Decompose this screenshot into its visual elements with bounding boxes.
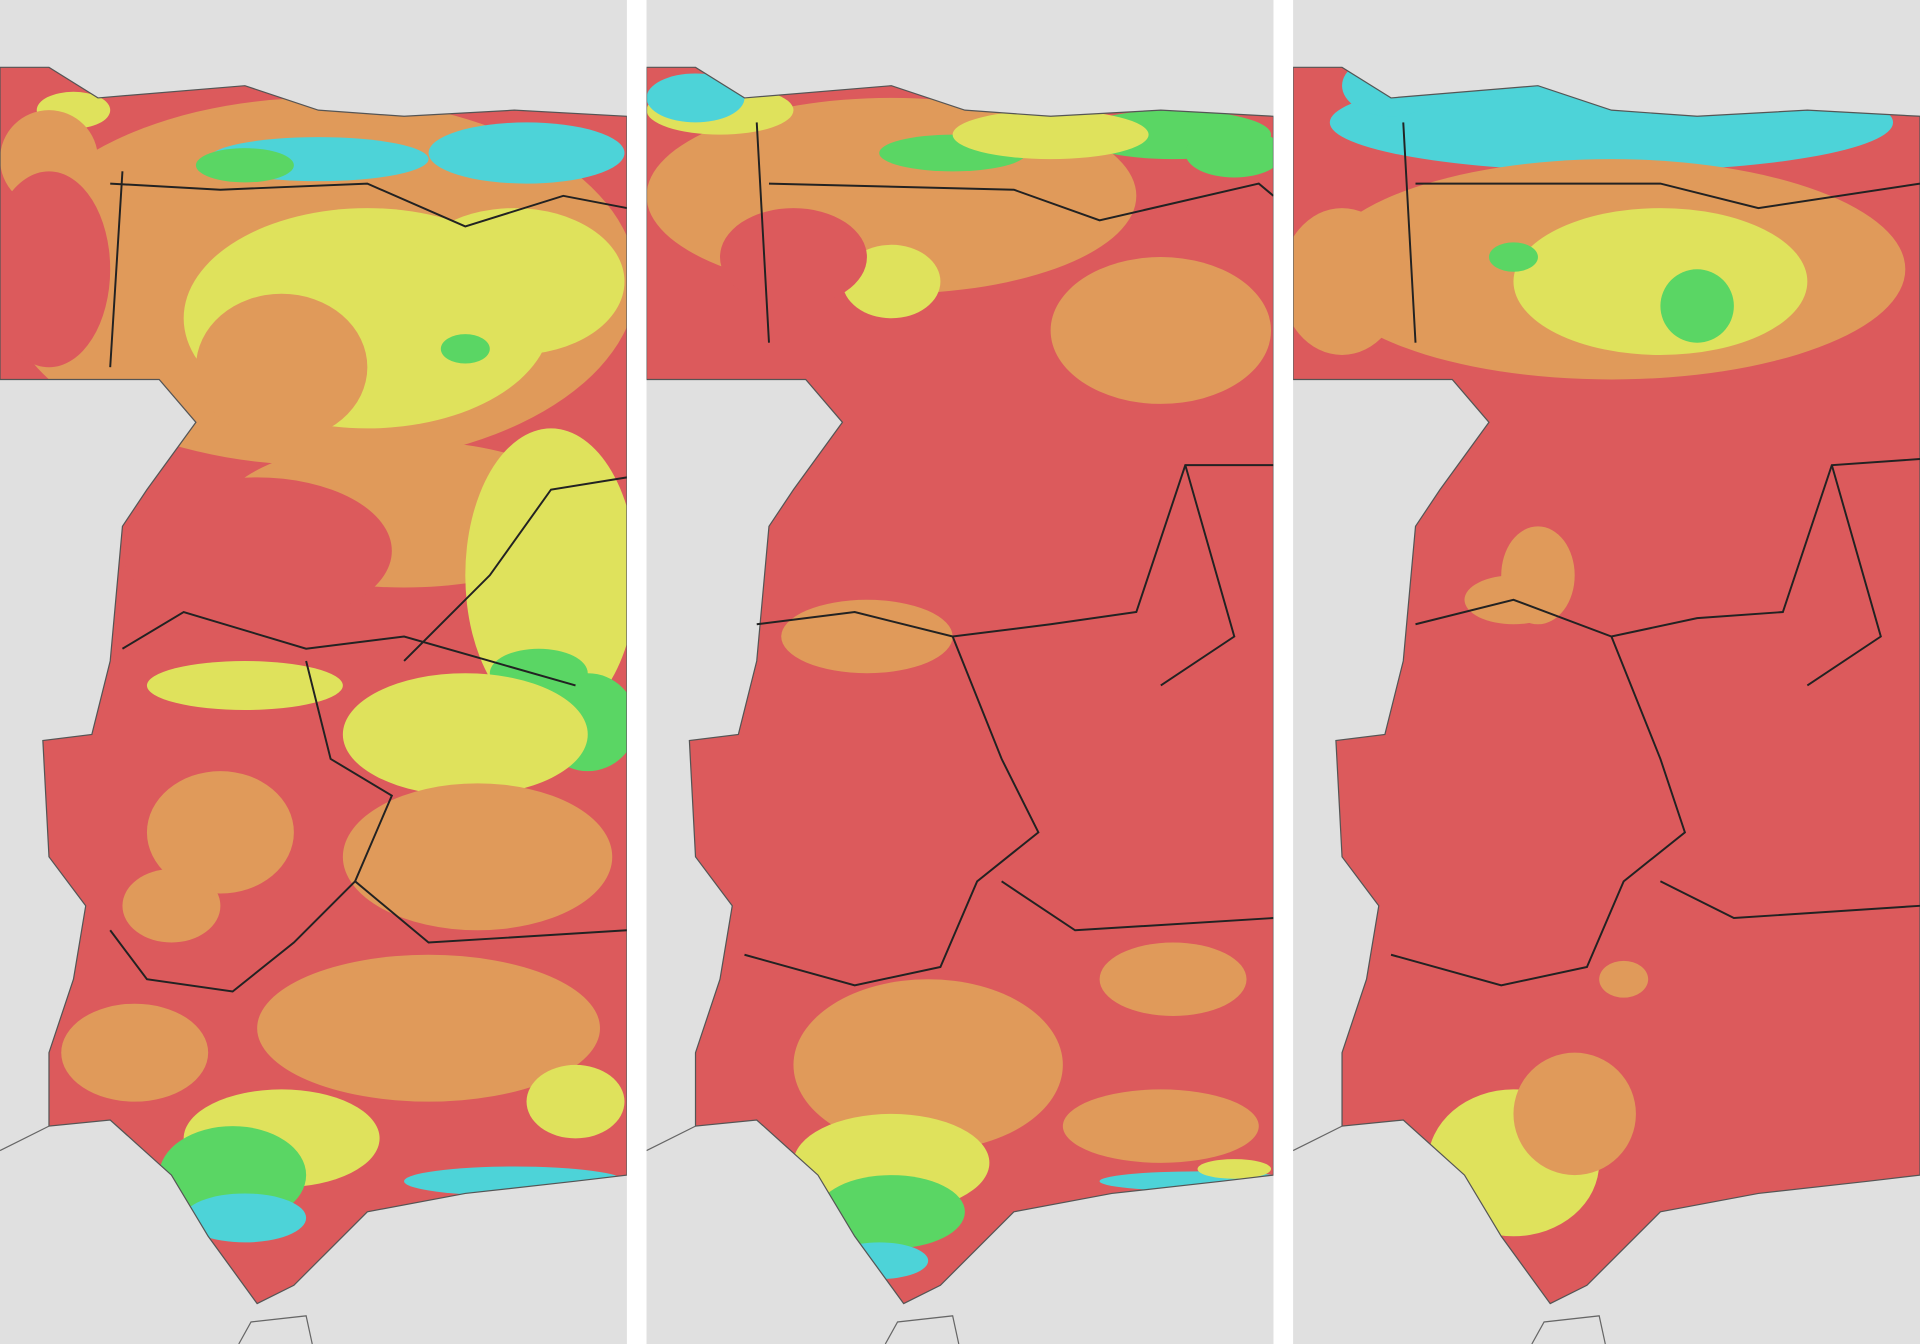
region-border: [1160, 464, 1236, 687]
zone: [183, 1193, 307, 1243]
region-border: [109, 660, 394, 993]
africa-coast: [0, 1125, 50, 1152]
panel-gap: [626, 0, 647, 1344]
zone: [465, 428, 627, 723]
panel-gap: [1273, 0, 1294, 1344]
zone: [646, 73, 745, 123]
zone: [342, 673, 588, 796]
region-border: [109, 171, 124, 368]
region-border: [1659, 880, 1920, 920]
zone: [1660, 269, 1734, 343]
zone: [1488, 242, 1538, 272]
zone: [781, 599, 953, 674]
region-border: [110, 182, 628, 228]
zone: [1293, 208, 1404, 355]
zone: [0, 171, 111, 368]
zone: [122, 869, 221, 943]
map-panel: [1292, 0, 1920, 1344]
region-border: [1390, 636, 1687, 987]
zone: [526, 1064, 625, 1139]
zone: [342, 783, 613, 931]
zone: [428, 122, 625, 184]
zone: [842, 244, 941, 319]
region-border: [121, 610, 576, 687]
climate-zones: [0, 91, 627, 1243]
map-panel: [0, 0, 628, 1344]
coastline: [0, 66, 628, 1305]
region-border: [354, 880, 627, 944]
zone: [720, 208, 867, 307]
climate-zones: [1293, 67, 1906, 1237]
africa-coast: [1531, 1315, 1606, 1344]
region-border: [755, 122, 770, 343]
climate-zones: [646, 73, 1274, 1280]
map-panel: [645, 0, 1275, 1344]
zone: [1599, 960, 1649, 998]
zone: [952, 110, 1149, 160]
region-border: [768, 182, 1275, 222]
zone: [122, 477, 392, 625]
region-border: [403, 476, 628, 662]
zone: [1513, 208, 1808, 355]
zone: [146, 660, 343, 710]
zone: [1099, 942, 1247, 1016]
zone: [195, 293, 368, 441]
zone: [1513, 1052, 1636, 1176]
region-border: [744, 636, 1040, 987]
zone: [817, 1175, 965, 1249]
africa-coast: [646, 1125, 696, 1152]
zone: [1501, 526, 1575, 625]
zone: [1050, 257, 1272, 404]
zone: [146, 771, 294, 894]
region-border: [1402, 122, 1417, 343]
region-border: [1806, 464, 1882, 687]
zone: [793, 979, 1063, 1151]
zone: [61, 1003, 209, 1102]
zone: [404, 208, 625, 355]
africa-coast: [1292, 1125, 1343, 1152]
zone: [257, 954, 600, 1102]
region-border: [1001, 880, 1274, 932]
coastline: [645, 66, 1275, 1305]
zone: [1197, 1159, 1272, 1179]
region-border: [1415, 182, 1920, 210]
land: [1293, 67, 1920, 1304]
africa-coast: [884, 1315, 960, 1344]
zone: [195, 148, 294, 183]
zone: [1185, 128, 1274, 178]
africa-coast: [238, 1315, 313, 1344]
zone: [440, 334, 490, 364]
zone: [1062, 1089, 1259, 1163]
coastline: [1292, 66, 1920, 1305]
